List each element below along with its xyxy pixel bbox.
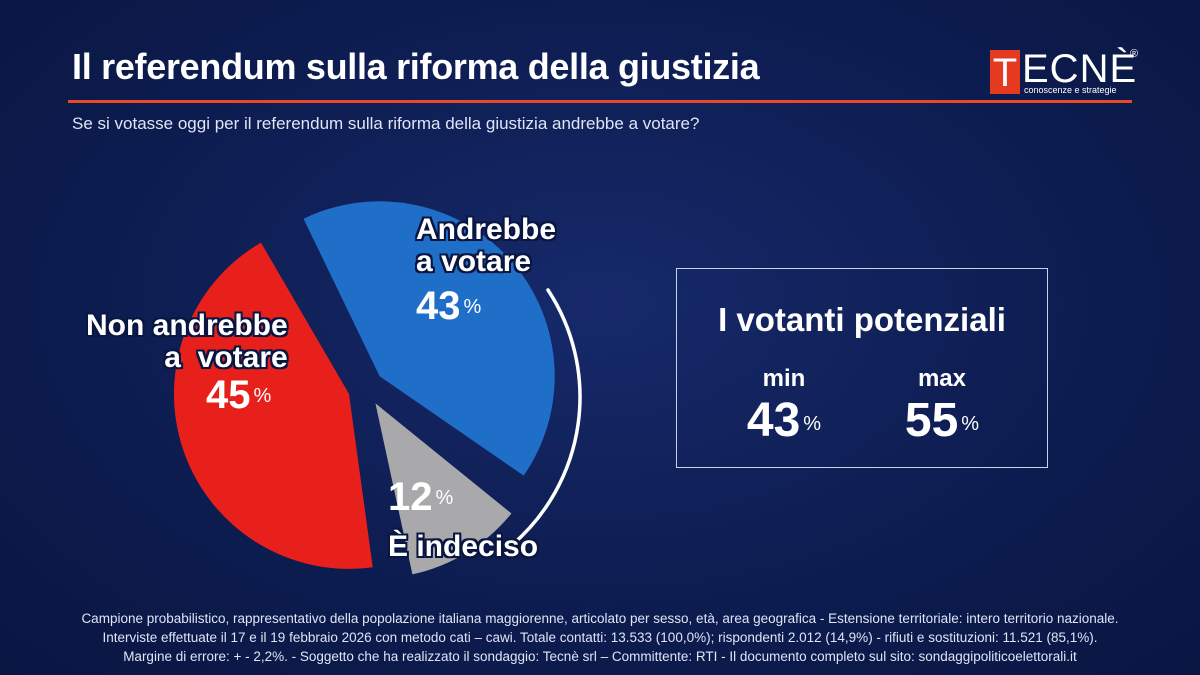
potential-voters-box: I votanti potenziali min 43% max 55% <box>676 268 1048 468</box>
slice-value-votare-unit: % <box>463 296 482 318</box>
pie-slice-1 <box>375 403 512 575</box>
potential-max: max 55% <box>867 365 1017 448</box>
potential-max-value: 55 <box>904 394 959 447</box>
logo-registered-mark: ® <box>1130 48 1139 60</box>
slice-label-non-votare-line1: Non andrebbe <box>86 309 288 342</box>
slice-label-indeciso-line1: È indeciso <box>388 530 539 563</box>
logo-word: ECNÈ <box>1022 47 1138 91</box>
footer-line-1: Campione probabilistico, rappresentativo… <box>81 611 1119 626</box>
slice-value-indeciso-number: 12 <box>388 475 433 519</box>
slice-value-non-votare-unit: % <box>253 385 272 407</box>
footer-line-2: Interviste effettuate il 17 e il 19 febb… <box>102 630 1098 645</box>
slice-label-votare-line2: a votare <box>416 245 532 278</box>
slice-label-votare-line1: Andrebbe <box>416 213 557 246</box>
slice-value-indeciso-unit: % <box>435 487 454 509</box>
potential-max-label: max <box>917 365 967 392</box>
methodology-footer: Campione probabilistico, rappresentativo… <box>20 609 1180 666</box>
potential-max-unit: % <box>961 413 980 435</box>
slice-value-indeciso: 12% <box>388 475 453 520</box>
slice-label-votare: Andrebbe a votare <box>416 214 556 278</box>
indeciso-arc <box>510 288 582 547</box>
logo-letter: T <box>990 50 1020 95</box>
tecne-logo: T ECNÈ ® conoscenze e strategie <box>990 48 1140 98</box>
potential-min-label: min <box>762 365 806 392</box>
title-divider <box>68 100 1132 103</box>
potential-min-unit: % <box>803 413 822 435</box>
slice-value-non-votare: 45% <box>206 373 271 418</box>
pie-slice-2 <box>173 242 373 569</box>
slice-label-non-votare-line2: a votare <box>164 341 288 374</box>
slice-label-non-votare: Non andrebbe a votare <box>86 310 288 374</box>
slice-value-votare-number: 43 <box>416 284 461 328</box>
slice-value-votare: 43% <box>416 284 481 329</box>
slice-value-non-votare-number: 45 <box>206 373 251 417</box>
footer-line-3: Margine di errore: + - 2,2%. - Soggetto … <box>123 649 1077 664</box>
potential-voters-title: I votanti potenziali <box>718 301 1006 338</box>
potential-min-value: 43 <box>746 394 801 447</box>
pie-slice-0 <box>303 201 555 476</box>
slice-label-indeciso: È indeciso <box>388 531 538 563</box>
logo-tagline: conoscenze e strategie <box>1024 85 1117 95</box>
page-title: Il referendum sulla riforma della giusti… <box>72 46 760 87</box>
question-subtitle: Se si votasse oggi per il referendum sul… <box>72 114 700 133</box>
potential-min: min 43% <box>709 365 859 448</box>
